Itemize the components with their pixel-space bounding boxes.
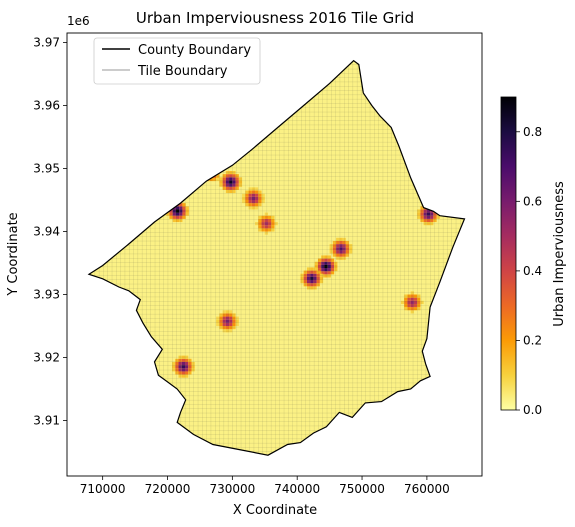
y-tick-label: 3.93 — [33, 288, 60, 302]
legend: County Boundary Tile Boundary — [93, 37, 261, 85]
colorbar-ramp — [500, 96, 517, 411]
y-axis-label: Y Coordinate — [6, 212, 21, 296]
x-tick-label: 710000 — [80, 482, 126, 496]
colorbar-tick-label: 0.8 — [523, 125, 542, 139]
y-tick-label: 3.95 — [33, 161, 60, 175]
colorbar-tick-label: 0.4 — [523, 264, 542, 278]
legend-label-tile: Tile Boundary — [137, 64, 228, 79]
legend-label-county: County Boundary — [138, 43, 251, 58]
y-tick-label: 3.97 — [33, 35, 60, 49]
legend-box — [93, 37, 261, 85]
colorbar-tick-label: 0.2 — [523, 333, 542, 347]
y-axis: 3.91 3.92 3.93 3.94 3.95 3.96 3.97 — [33, 35, 67, 428]
plot-frame — [66, 32, 483, 477]
x-axis: 710000 720000 730000 740000 750000 760000 — [80, 476, 450, 496]
x-tick-label: 740000 — [274, 482, 320, 496]
x-tick-label: 750000 — [339, 482, 385, 496]
colorbar-label: Urban Imperviousness — [552, 181, 567, 327]
y-tick-label: 3.96 — [33, 98, 60, 112]
colorbar-tick-label: 0.0 — [523, 403, 542, 417]
y-tick-label: 3.91 — [33, 414, 60, 428]
county-boundary — [87, 59, 466, 456]
x-axis-label: X Coordinate — [233, 503, 317, 518]
plot-area — [66, 32, 483, 477]
x-tick-label: 720000 — [145, 482, 191, 496]
chart-title: Urban Imperviousness 2016 Tile Grid — [136, 9, 414, 27]
colorbar: 0.0 0.2 0.4 0.6 0.8 Urban Imperviousness — [500, 96, 567, 417]
x-tick-label: 730000 — [209, 482, 255, 496]
y-tick-label: 3.94 — [33, 224, 60, 238]
y-tick-label: 3.92 — [33, 351, 60, 365]
colorbar-tick-label: 0.6 — [523, 194, 542, 208]
y-offset-label: 1e6 — [67, 14, 90, 28]
x-tick-label: 760000 — [404, 482, 450, 496]
